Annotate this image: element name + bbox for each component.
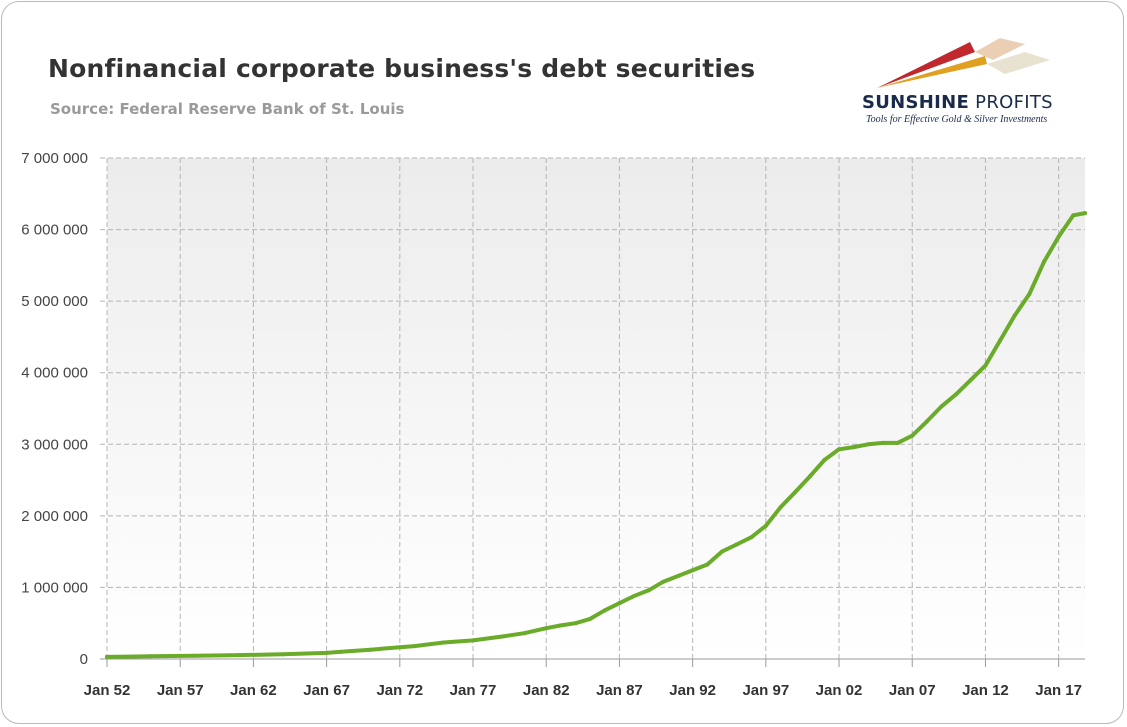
data-point	[719, 549, 724, 554]
data-point	[837, 447, 842, 452]
plot-area	[107, 158, 1085, 659]
data-point	[1056, 234, 1061, 239]
data-point	[1027, 291, 1032, 296]
logo-name: SUNSHINE PROFITS	[862, 92, 1053, 113]
x-tick-label: Jan 02	[816, 682, 863, 699]
chart-subtitle: Source: Federal Reserve Bank of St. Loui…	[50, 100, 405, 118]
data-point	[866, 442, 871, 447]
data-point	[105, 654, 109, 659]
y-tick-label: 4 000 000	[21, 365, 88, 382]
data-point	[412, 644, 417, 649]
data-point	[998, 338, 1003, 343]
data-point	[1083, 211, 1087, 216]
data-point	[1012, 313, 1017, 318]
y-tick-label: 7 000 000	[21, 150, 88, 167]
x-tick-label: Jan 92	[669, 682, 716, 699]
x-tick-label: Jan 82	[523, 682, 570, 699]
data-point	[441, 640, 446, 645]
logo-ray-glow-2	[987, 52, 1050, 74]
x-tick-label: Jan 77	[450, 682, 497, 699]
data-point	[910, 433, 915, 438]
data-point	[280, 652, 285, 657]
data-point	[793, 490, 798, 495]
y-tick-label: 3 000 000	[21, 436, 88, 453]
data-point	[148, 654, 153, 659]
y-tick-label: 5 000 000	[21, 293, 88, 310]
x-tick-label: Jan 67	[303, 682, 350, 699]
data-point	[822, 458, 827, 463]
data-point	[617, 601, 622, 606]
data-point	[236, 653, 241, 658]
data-point	[544, 626, 549, 631]
data-point	[339, 649, 344, 654]
data-point	[778, 505, 783, 510]
x-tick-label: Jan 07	[889, 682, 936, 699]
data-point	[880, 440, 885, 445]
logo-ray-red	[877, 42, 975, 88]
data-point	[983, 363, 988, 368]
y-tick-label: 6 000 000	[21, 222, 88, 239]
data-point	[192, 653, 197, 658]
data-point	[500, 634, 505, 639]
data-point	[749, 535, 754, 540]
data-point	[675, 573, 680, 578]
x-tick-label: Jan 52	[84, 682, 131, 699]
sun-rays-icon	[877, 38, 1050, 88]
logo-ray-glow-1	[975, 38, 1025, 60]
data-point	[954, 392, 959, 397]
data-point	[646, 588, 651, 593]
data-point	[471, 638, 476, 643]
data-point	[368, 647, 373, 652]
x-tick-label: Jan 87	[596, 682, 643, 699]
chart-title: Nonfinancial corporate business's debt s…	[48, 54, 756, 83]
logo-tagline: Tools for Effective Gold & Silver Invest…	[866, 114, 1048, 125]
data-point	[661, 579, 666, 584]
x-tick-label: Jan 17	[1035, 682, 1082, 699]
data-point	[588, 616, 593, 621]
x-tick-label: Jan 97	[742, 682, 789, 699]
data-point	[851, 445, 856, 450]
data-point	[558, 623, 563, 628]
x-tick-label: Jan 62	[230, 682, 277, 699]
data-point	[763, 523, 768, 528]
data-point	[573, 621, 578, 626]
data-point	[324, 650, 329, 655]
x-tick-label: Jan 72	[376, 682, 423, 699]
data-point	[602, 608, 607, 613]
data-point	[690, 568, 695, 573]
data-point	[734, 542, 739, 547]
data-point	[397, 645, 402, 650]
sunshine-profits-logo: SUNSHINE PROFITS Tools for Effective Gol…	[850, 22, 1090, 137]
data-point	[939, 404, 944, 409]
data-point	[1071, 213, 1076, 218]
x-tick-label: Jan 12	[962, 682, 1009, 699]
logo-ray-gold	[877, 56, 987, 88]
data-point	[895, 440, 900, 445]
y-tick-label: 2 000 000	[21, 508, 88, 525]
data-point	[968, 377, 973, 382]
y-tick-label: 1 000 000	[21, 579, 88, 596]
series-line	[105, 211, 1087, 659]
x-tick-label: Jan 57	[157, 682, 204, 699]
data-point	[807, 474, 812, 479]
data-point	[522, 631, 527, 636]
data-point	[1042, 259, 1047, 264]
data-point	[705, 562, 710, 567]
y-tick-label: 0	[80, 651, 88, 668]
data-point	[924, 419, 929, 424]
data-point	[632, 594, 637, 599]
